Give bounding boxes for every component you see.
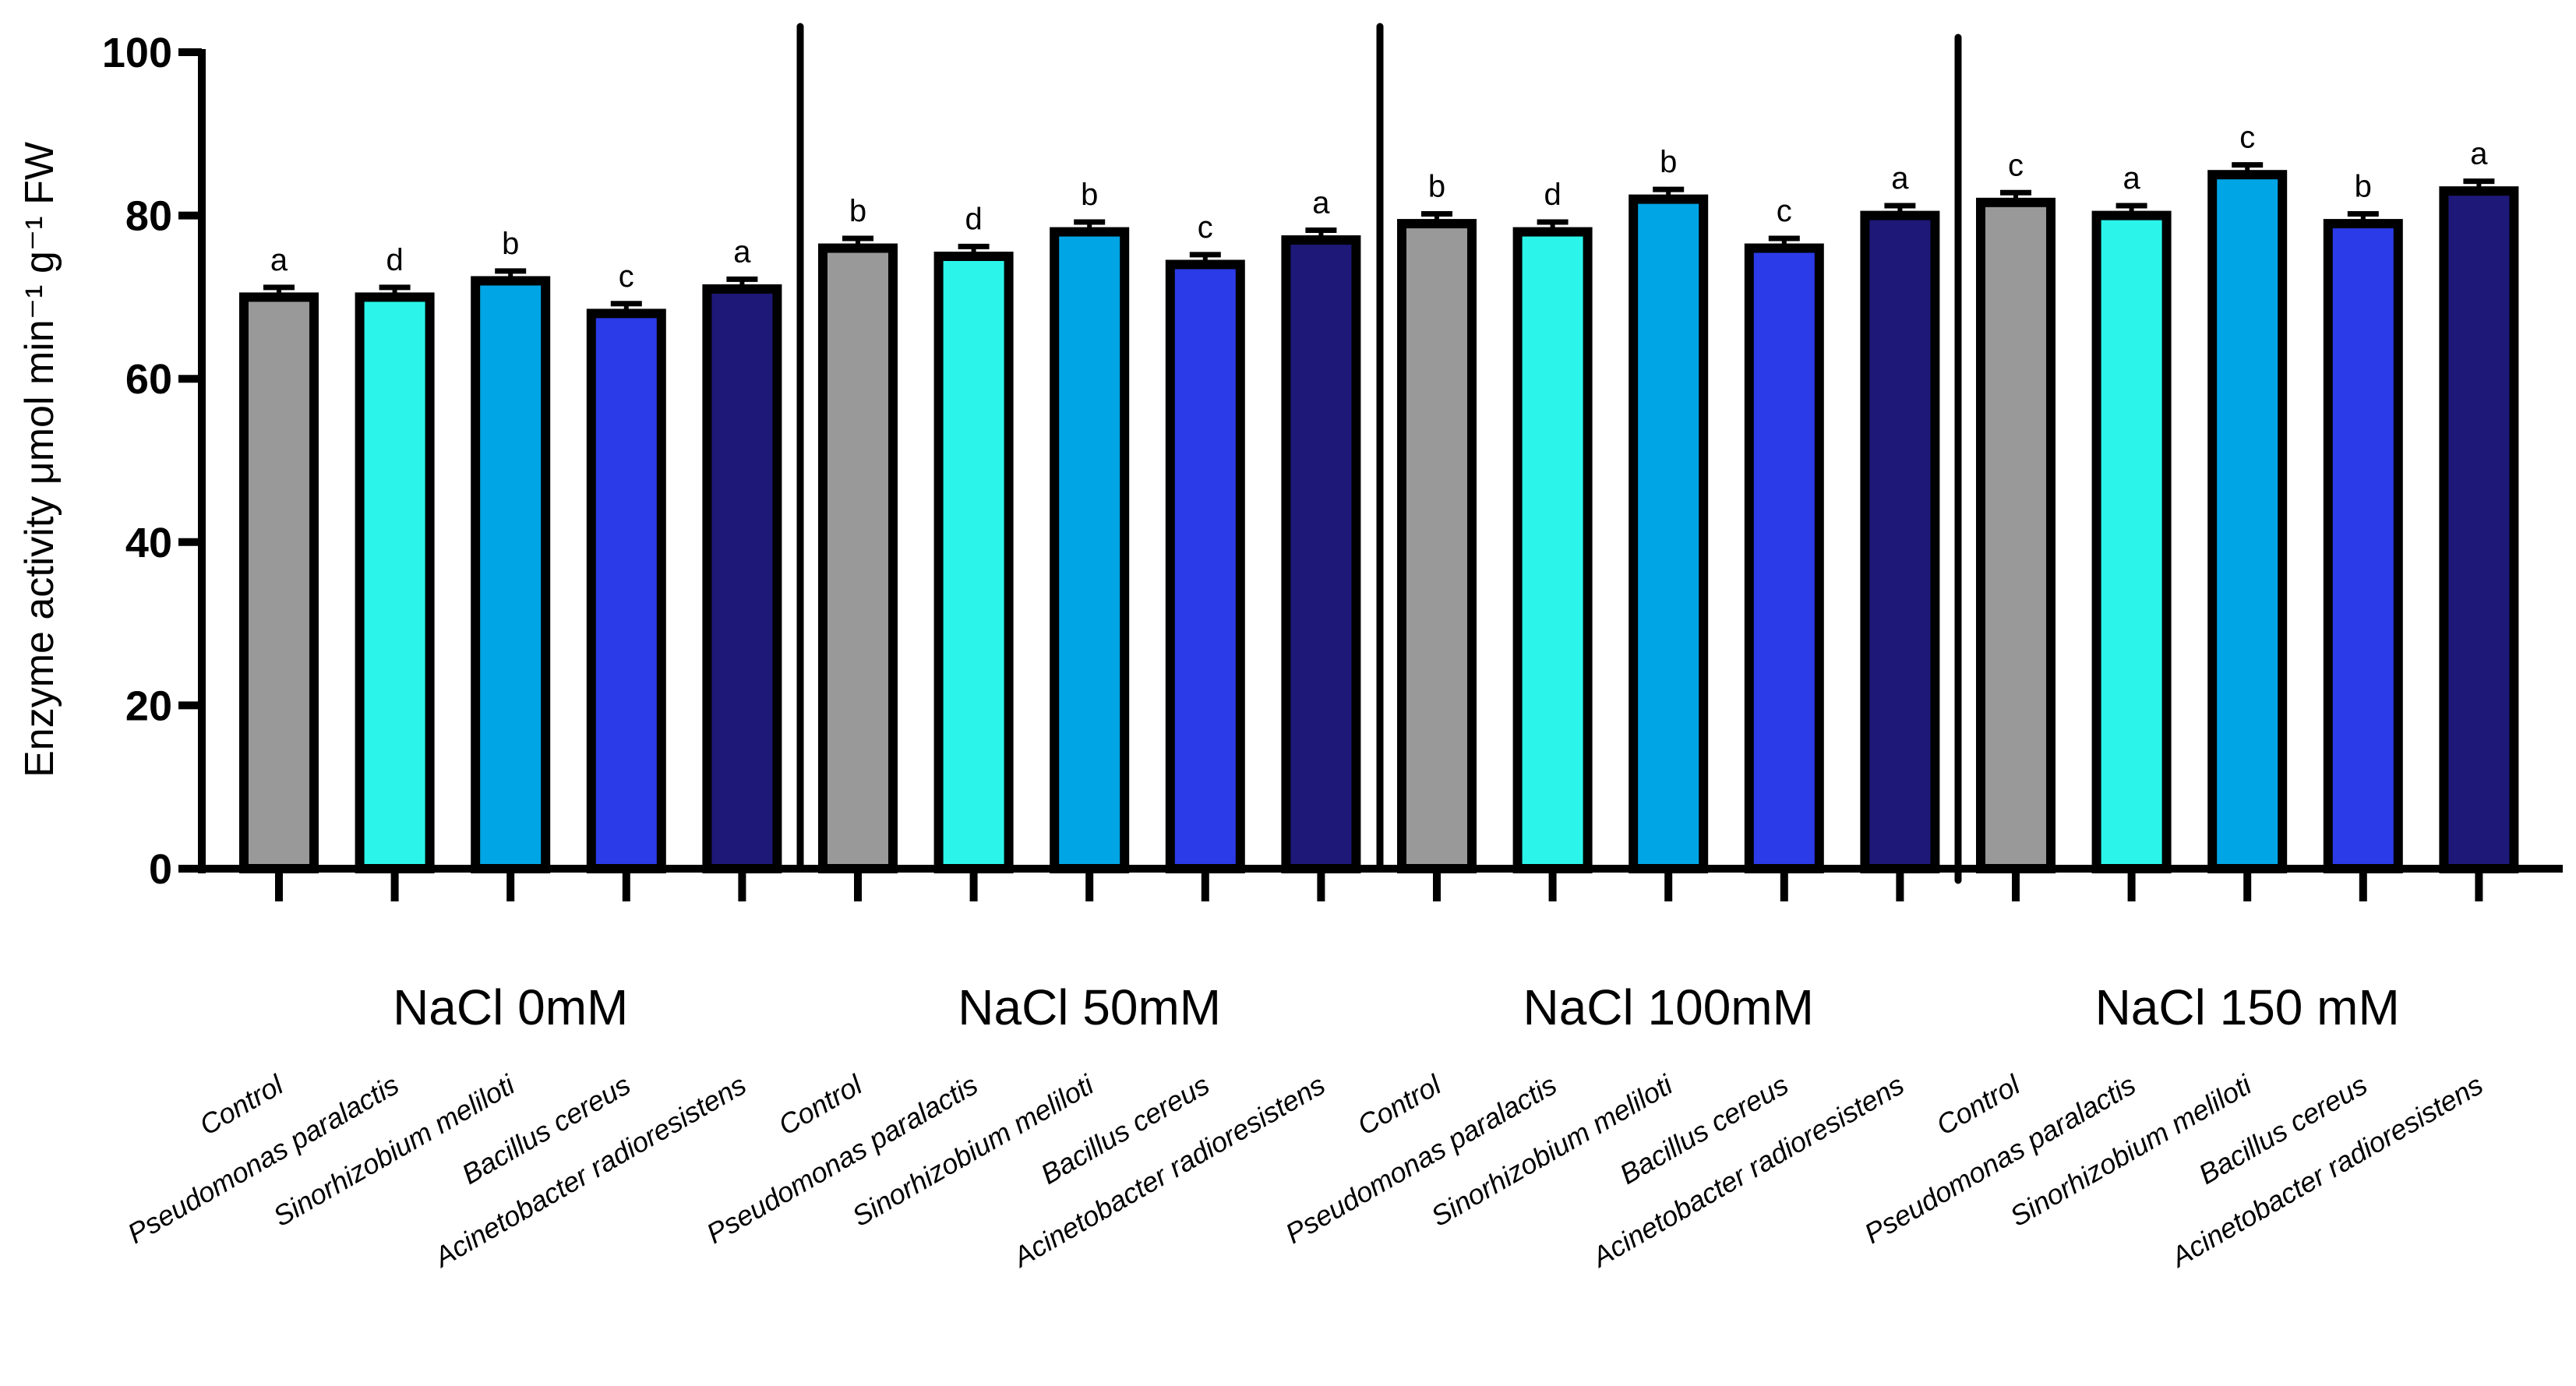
significance-letter: d [1544, 178, 1561, 212]
bars [239, 162, 2519, 874]
significance-letter: c [2008, 148, 2024, 182]
bar [1629, 194, 1709, 873]
y-tick-label: 80 [125, 193, 172, 240]
bar [586, 309, 666, 873]
significance-letter: c [619, 259, 634, 294]
y-tick-label: 100 [102, 30, 172, 76]
bar [1050, 227, 1130, 873]
y-tick-label: 20 [125, 682, 172, 729]
bar [2323, 219, 2403, 873]
bar [818, 243, 898, 873]
group-label: NaCl 50mM [958, 979, 1221, 1035]
significance-letter: b [1428, 170, 1445, 204]
category-label: Control [1352, 1068, 1447, 1141]
significance-letter: a [270, 243, 288, 277]
bar [1397, 219, 1477, 873]
category-label: Control [773, 1068, 868, 1141]
significance-letter: b [849, 194, 866, 228]
significance-letter: a [2123, 161, 2140, 196]
y-axis-label: Enzyme activity μmol min⁻¹ g⁻¹ FW [17, 142, 62, 778]
y-tick-label: 40 [125, 520, 172, 566]
bar [1860, 210, 1940, 874]
significance-letter: a [1891, 161, 1909, 196]
bar [1281, 235, 1361, 874]
group-label: NaCl 100mM [1523, 979, 1813, 1035]
category-label: Control [1931, 1068, 2026, 1141]
significance-letter: b [2355, 170, 2372, 204]
group-label: NaCl 150 mM [2095, 979, 2400, 1035]
significance-letter: b [502, 227, 519, 261]
category-label: Control [194, 1068, 289, 1141]
bar [1976, 197, 2056, 874]
bar [355, 292, 435, 873]
bar [2439, 186, 2519, 874]
bar [2091, 210, 2172, 874]
significance-letter: a [1312, 185, 1330, 220]
significance-letter: b [1081, 178, 1098, 212]
significance-letter: d [965, 202, 982, 236]
bar [239, 292, 319, 873]
group-label: NaCl 0mM [393, 979, 628, 1035]
bar [2207, 170, 2288, 873]
bar [1512, 227, 1593, 873]
bar [933, 252, 1014, 873]
significance-letter: c [1198, 210, 1213, 245]
bar [471, 276, 551, 873]
bar [1165, 259, 1245, 874]
significance-letter: a [733, 235, 751, 269]
significance-letter: c [2239, 121, 2255, 155]
y-tick-label: 0 [149, 846, 172, 893]
bar [702, 284, 782, 874]
significance-letter: d [386, 243, 403, 277]
significance-letter: a [2470, 137, 2488, 171]
y-tick-label: 60 [125, 356, 172, 403]
significance-letter: b [1660, 145, 1677, 179]
bar [1744, 243, 1824, 873]
significance-letter: c [1777, 194, 1792, 228]
